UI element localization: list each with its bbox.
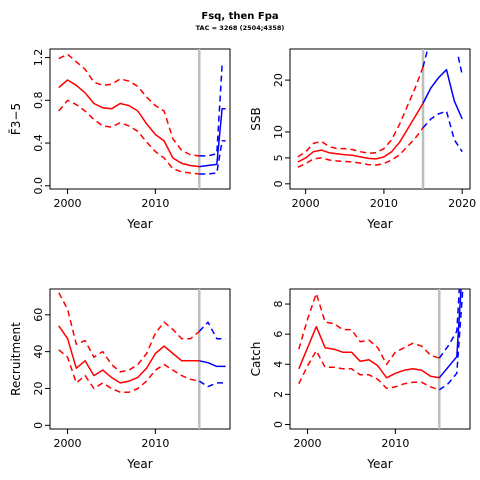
y-tick-label: 2 [272,391,285,398]
y-tick-label: 0 [32,422,45,429]
y-tick-label: 1.2 [32,49,45,67]
panel-recruitment: 2000 2010 0 20 40 60 Year Recruitment [9,288,231,471]
projection-estimate-line [438,289,462,379]
y-tick-label: 8 [272,301,285,308]
projection-confidence-line [199,140,226,175]
x-axis-label: Year [126,457,152,471]
y-tick-label: 60 [32,308,45,322]
chart-title: Fsq, then Fpa [201,11,279,22]
historical-confidence-line [298,349,440,391]
x-tick-label: 2010 [381,437,409,450]
y-axis-label: F̄3−5 [9,103,23,135]
projection-confidence-line [198,321,226,340]
historical-confidence-line [298,292,440,366]
historical-confidence-line [58,53,200,157]
x-tick-label: 2020 [448,197,476,210]
historical-estimate-line [298,325,440,379]
y-axis-label: Recruitment [9,322,23,396]
y-tick-label: 10 [272,125,285,139]
y-tick-label: 0 [272,421,285,428]
x-tick-label: 2010 [141,197,169,210]
x-tick-label: 2010 [141,437,169,450]
panel-f-bar: 2000 2010 0.0 0.4 0.8 1.2 Year F̄3−5 [9,48,231,231]
x-tick-label: 2010 [370,197,398,210]
y-axis-label: Catch [249,342,263,377]
y-tick-label: 6 [272,331,285,338]
x-tick-label: 2000 [294,437,322,450]
y-tick-label: 0.4 [32,134,45,152]
historical-confidence-line [58,99,200,175]
x-tick-label: 2000 [54,437,82,450]
projection-confidence-line [438,289,464,391]
x-axis-label: Year [126,217,152,231]
plot-frame [49,48,231,190]
y-axis-label: SSB [249,107,263,130]
y-tick-label: 0.8 [32,92,45,110]
historical-estimate-line [297,103,424,163]
x-tick-label: 2000 [292,197,320,210]
plot-frame [289,48,471,190]
historical-confidence-line [297,66,424,158]
historical-confidence-line [297,127,424,168]
projection-confidence-line [199,64,226,157]
y-tick-label: 0.0 [32,177,45,195]
historical-confidence-line [58,349,200,393]
panel-ssb: 2000 2010 2020 0 5 10 20 Year SSB [249,48,476,231]
projection-confidence-line [457,56,463,76]
y-tick-label: 40 [32,345,45,359]
panel-catch: 2000 2010 0 2 4 6 8 Year Catch [249,288,471,471]
x-axis-label: Year [366,457,392,471]
projection-confidence-line [422,49,429,68]
y-tick-label: 5 [272,154,285,161]
projection-confidence-line [198,380,226,388]
x-axis-label: Year [366,217,392,231]
plot-frame [289,288,471,430]
projection-confidence-line [438,289,461,359]
historical-estimate-line [58,79,200,168]
chart-subtitle: TAC = 3268 (2504;4358) [195,24,285,32]
historical-confidence-line [58,292,200,373]
projection-confidence-line [422,110,463,153]
y-tick-label: 20 [272,73,285,87]
projection-estimate-line [422,68,463,120]
y-tick-label: 20 [32,381,45,395]
y-tick-label: 4 [272,361,285,368]
projection-estimate-line [199,108,226,168]
projection-estimate-line [199,360,226,368]
y-tick-label: 0 [272,180,285,187]
x-tick-label: 2000 [54,197,82,210]
plot-frame [49,288,231,430]
historical-estimate-line [58,325,200,384]
